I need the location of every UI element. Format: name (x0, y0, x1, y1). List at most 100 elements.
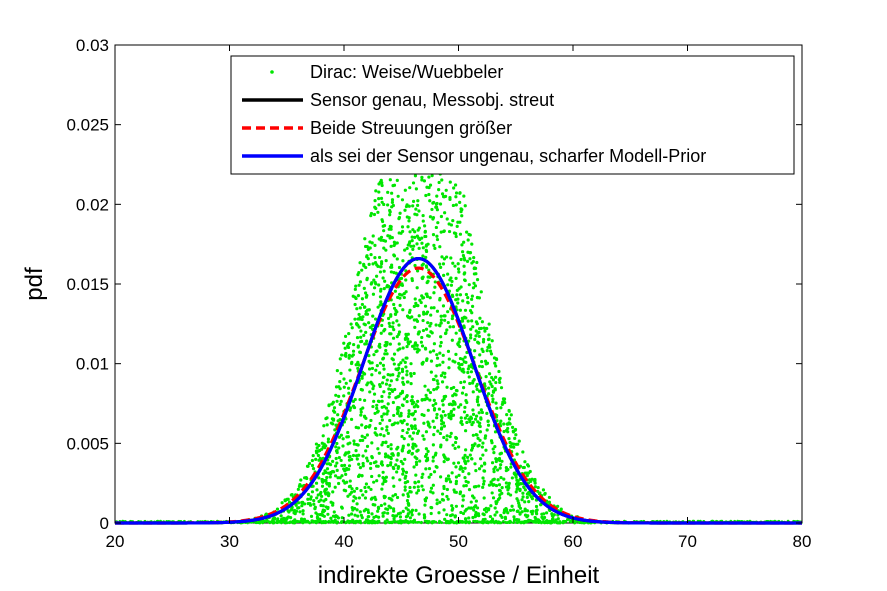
scatter-point (429, 321, 433, 326)
scatter-point (463, 453, 467, 457)
scatter-point (464, 393, 468, 397)
scatter-point (494, 380, 498, 385)
scatter-point (350, 490, 354, 494)
scatter-point (420, 344, 425, 348)
scatter-point (490, 384, 494, 389)
scatter-point (461, 386, 466, 390)
scatter-point (468, 453, 472, 457)
scatter-point (403, 457, 407, 461)
scatter-point (480, 347, 484, 351)
scatter-point (534, 520, 538, 524)
scatter-point (355, 322, 359, 326)
scatter-point (416, 203, 420, 207)
scatter-point (381, 440, 385, 445)
scatter-point (466, 238, 470, 242)
scatter-point (397, 342, 401, 346)
scatter-point (510, 476, 514, 480)
scatter-point (378, 265, 383, 269)
scatter-point (407, 204, 411, 208)
scatter-point (355, 307, 359, 311)
scatter-point (455, 520, 459, 523)
scatter-point (373, 503, 377, 507)
scatter-point (390, 191, 394, 195)
scatter-point (317, 476, 321, 480)
scatter-point (437, 511, 441, 515)
scatter-point (451, 203, 455, 208)
scatter-point (377, 197, 381, 201)
scatter-point (464, 292, 469, 297)
scatter-point (417, 480, 421, 484)
scatter-point (365, 456, 369, 460)
scatter-point (481, 485, 485, 489)
scatter-point (382, 390, 386, 394)
scatter-point (454, 203, 458, 207)
scatter-point (494, 483, 499, 488)
scatter-point (372, 286, 377, 290)
scatter-point (408, 485, 412, 490)
scatter-point (428, 350, 432, 354)
scatter-point (558, 520, 562, 524)
scatter-point (391, 465, 395, 469)
scatter-point (351, 499, 355, 503)
scatter-point (472, 508, 476, 512)
scatter-point (491, 447, 495, 451)
scatter-point (377, 190, 381, 194)
scatter-point (482, 496, 486, 500)
scatter-point (353, 513, 357, 517)
scatter-point (477, 484, 481, 488)
scatter-point (459, 420, 463, 425)
scatter-point (332, 510, 336, 514)
scatter-point (440, 492, 445, 496)
scatter-point (342, 394, 346, 398)
scatter-point (551, 514, 555, 518)
scatter-point (490, 441, 494, 445)
scatter-point (499, 386, 504, 390)
scatter-point (426, 279, 430, 283)
scatter-point (341, 437, 345, 441)
scatter-point (463, 355, 467, 359)
scatter-point (374, 189, 378, 193)
scatter-point (508, 519, 512, 523)
scatter-point (389, 244, 393, 248)
scatter-point (435, 364, 439, 368)
scatter-point (326, 491, 330, 495)
scatter-point (489, 480, 493, 484)
legend-label-beide-streuungen: Beide Streuungen größer (310, 118, 512, 138)
scatter-point (316, 453, 321, 458)
scatter-point (431, 349, 436, 353)
scatter-point (371, 292, 376, 296)
scatter-point (386, 511, 390, 515)
scatter-point (502, 511, 506, 515)
scatter-point (382, 496, 387, 500)
scatter-point (381, 482, 385, 486)
scatter-point (417, 512, 421, 516)
scatter-point (443, 517, 447, 521)
scatter-point (357, 312, 361, 317)
scatter-point (461, 511, 466, 516)
scatter-point (457, 270, 461, 274)
scatter-point (445, 217, 449, 221)
scatter-point (363, 485, 367, 490)
scatter-point (450, 338, 454, 342)
scatter-point (367, 262, 371, 266)
scatter-point (373, 317, 378, 321)
scatter-point (387, 321, 391, 325)
scatter-point (393, 514, 397, 518)
scatter-point (377, 283, 381, 287)
scatter-point (467, 516, 471, 520)
scatter-point (405, 314, 410, 318)
scatter-point (405, 399, 409, 404)
y-tick-label: 0 (100, 514, 109, 533)
scatter-point (453, 264, 457, 268)
scatter-point (445, 513, 449, 517)
scatter-point (421, 488, 425, 492)
scatter-point (504, 485, 509, 489)
scatter-point (365, 278, 369, 282)
scatter-point (406, 450, 411, 454)
scatter-point (349, 361, 354, 366)
scatter-point (407, 503, 411, 507)
scatter-point (419, 340, 423, 344)
x-axis-title: indirekte Groesse / Einheit (318, 562, 600, 589)
scatter-point (432, 291, 436, 295)
scatter-point (395, 310, 399, 314)
